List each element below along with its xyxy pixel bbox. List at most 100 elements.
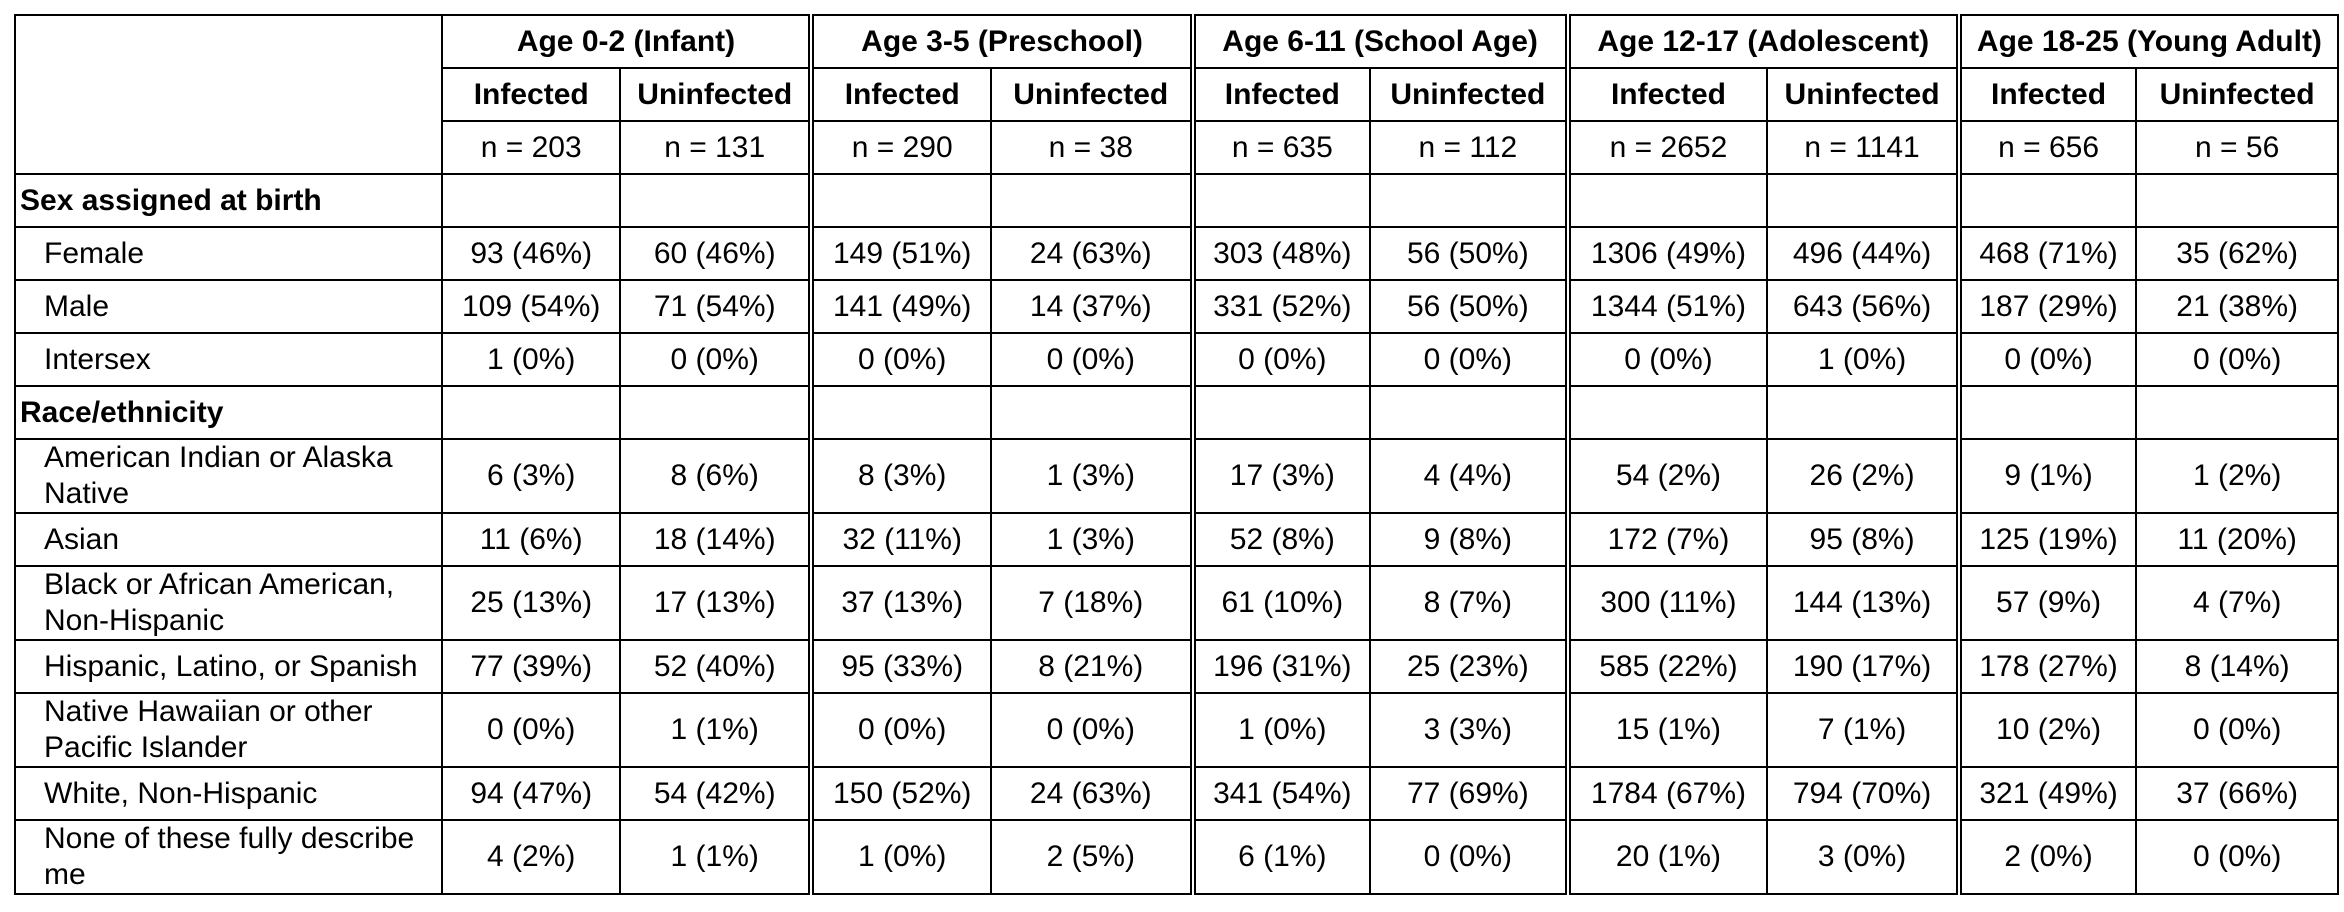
table-cell: 125 (19%) xyxy=(1955,512,2138,567)
table-cell: 8 (6%) xyxy=(618,438,813,514)
table-row: Hispanic, Latino, or Spanish 77 (39%) 52 (… xyxy=(13,639,2339,694)
table-cell: 8 (7%) xyxy=(1369,565,1569,641)
table-cell: 61 (10%) xyxy=(1189,565,1372,641)
table-cell: 52 (8%) xyxy=(1189,512,1372,567)
row-label: Male xyxy=(13,279,444,334)
header-row-infection-status: Infected Uninfected Infected Uninfected Infe… xyxy=(15,67,2339,122)
table-cell: 18 (14%) xyxy=(618,512,813,567)
table-cell: 7 (18%) xyxy=(989,565,1194,641)
table-cell: 95 (8%) xyxy=(1766,512,1960,567)
empty-cell xyxy=(1369,173,1569,228)
table-cell: 8 (14%) xyxy=(2135,639,2339,694)
infected-sample-size: n = 2652 xyxy=(1564,120,1769,175)
row-label: None of these fully describe me xyxy=(13,819,444,895)
table-cell: 1 (3%) xyxy=(989,512,1194,567)
row-label: Intersex xyxy=(13,332,444,387)
table-cell: 150 (52%) xyxy=(808,766,992,821)
table-row: Asian 11 (6%) 18 (14%) 32 (11%) 1 (3%) 52 (8%… xyxy=(13,512,2339,567)
empty-cell xyxy=(618,173,813,228)
table-cell: 794 (70%) xyxy=(1766,766,1960,821)
table-cell: 4 (2%) xyxy=(441,819,621,895)
table-row: Black or African American, Non-Hispanic 2… xyxy=(13,565,2339,641)
header-corner-cell xyxy=(13,14,444,175)
age-group-header: Age 6-11 (School Age) xyxy=(1189,14,1569,69)
row-label: Female xyxy=(13,226,444,281)
table-cell: 144 (13%) xyxy=(1766,565,1960,641)
infected-column-header: Infected xyxy=(1955,67,2138,122)
age-group-header: Age 0-2 (Infant) xyxy=(441,14,813,69)
table-cell: 17 (3%) xyxy=(1189,438,1372,514)
table-cell: 26 (2%) xyxy=(1766,438,1960,514)
table-cell: 0 (0%) xyxy=(2135,692,2339,768)
table-cell: 0 (0%) xyxy=(618,332,813,387)
infected-sample-size: n = 203 xyxy=(441,120,621,175)
infected-column-header: Infected xyxy=(441,67,621,122)
table-cell: 77 (69%) xyxy=(1369,766,1569,821)
uninfected-sample-size: n = 56 xyxy=(2135,120,2339,175)
demographics-table: Age 0-2 (Infant) Age 3-5 (Preschool) Age 6… xyxy=(13,14,2340,895)
empty-cell xyxy=(2135,385,2339,440)
table-cell: 14 (37%) xyxy=(989,279,1194,334)
table-cell: 0 (0%) xyxy=(989,692,1194,768)
empty-cell xyxy=(989,173,1194,228)
table-cell: 0 (0%) xyxy=(808,692,992,768)
table-cell: 303 (48%) xyxy=(1189,226,1372,281)
table-cell: 0 (0%) xyxy=(2135,332,2339,387)
table-cell: 2 (0%) xyxy=(1955,819,2138,895)
empty-cell xyxy=(808,173,992,228)
table-cell: 25 (13%) xyxy=(441,565,621,641)
empty-cell xyxy=(989,385,1194,440)
table-cell: 60 (46%) xyxy=(618,226,813,281)
table-cell: 0 (0%) xyxy=(2135,819,2339,895)
row-label: White, Non-Hispanic xyxy=(13,766,444,821)
row-label: Asian xyxy=(13,512,444,567)
age-group-header: Age 12-17 (Adolescent) xyxy=(1564,14,1960,69)
table-cell: 24 (63%) xyxy=(989,766,1194,821)
infected-sample-size: n = 290 xyxy=(808,120,992,175)
table-cell: 300 (11%) xyxy=(1564,565,1769,641)
table-cell: 10 (2%) xyxy=(1955,692,2138,768)
section-title: Sex assigned at birth xyxy=(13,173,444,228)
table-cell: 24 (63%) xyxy=(989,226,1194,281)
table-cell: 37 (13%) xyxy=(808,565,992,641)
table-cell: 1306 (49%) xyxy=(1564,226,1769,281)
table-row: Male 109 (54%) 71 (54%) 141 (49%) 14 (37%) 33… xyxy=(13,279,2339,334)
table-cell: 1344 (51%) xyxy=(1564,279,1769,334)
table-cell: 1 (1%) xyxy=(618,819,813,895)
table-cell: 32 (11%) xyxy=(808,512,992,567)
empty-cell xyxy=(1189,385,1372,440)
table-cell: 94 (47%) xyxy=(441,766,621,821)
table-cell: 20 (1%) xyxy=(1564,819,1769,895)
uninfected-sample-size: n = 112 xyxy=(1369,120,1569,175)
table-cell: 21 (38%) xyxy=(2135,279,2339,334)
table-cell: 1 (3%) xyxy=(989,438,1194,514)
infected-sample-size: n = 635 xyxy=(1189,120,1372,175)
table-cell: 4 (7%) xyxy=(2135,565,2339,641)
table-cell: 54 (42%) xyxy=(618,766,813,821)
table-cell: 178 (27%) xyxy=(1955,639,2138,694)
infected-column-header: Infected xyxy=(1189,67,1372,122)
table-cell: 149 (51%) xyxy=(808,226,992,281)
table-cell: 56 (50%) xyxy=(1369,279,1569,334)
uninfected-column-header: Uninfected xyxy=(1369,67,1569,122)
table-cell: 0 (0%) xyxy=(808,332,992,387)
infected-column-header: Infected xyxy=(808,67,992,122)
table-cell: 1 (0%) xyxy=(1189,692,1372,768)
empty-cell xyxy=(1564,173,1769,228)
table-row: American Indian or Alaska Native 6 (3%) 8 … xyxy=(13,438,2339,514)
table-cell: 196 (31%) xyxy=(1189,639,1372,694)
table-cell: 95 (33%) xyxy=(808,639,992,694)
empty-cell xyxy=(1766,385,1960,440)
age-group-header: Age 3-5 (Preschool) xyxy=(808,14,1194,69)
table-cell: 35 (62%) xyxy=(2135,226,2339,281)
table-cell: 109 (54%) xyxy=(441,279,621,334)
uninfected-sample-size: n = 38 xyxy=(989,120,1194,175)
table-cell: 77 (39%) xyxy=(441,639,621,694)
table-cell: 4 (4%) xyxy=(1369,438,1569,514)
table-body: Sex assigned at birth Female 93 (46%) 60 (4… xyxy=(13,173,2339,895)
table-cell: 1 (2%) xyxy=(2135,438,2339,514)
infected-sample-size: n = 656 xyxy=(1955,120,2138,175)
header-row-sample-size: n = 203 n = 131 n = 290 n = 38 n = 635 n = 11… xyxy=(15,120,2339,175)
uninfected-column-header: Uninfected xyxy=(618,67,813,122)
table-row: Female 93 (46%) 60 (46%) 149 (51%) 24 (63%) 3… xyxy=(13,226,2339,281)
